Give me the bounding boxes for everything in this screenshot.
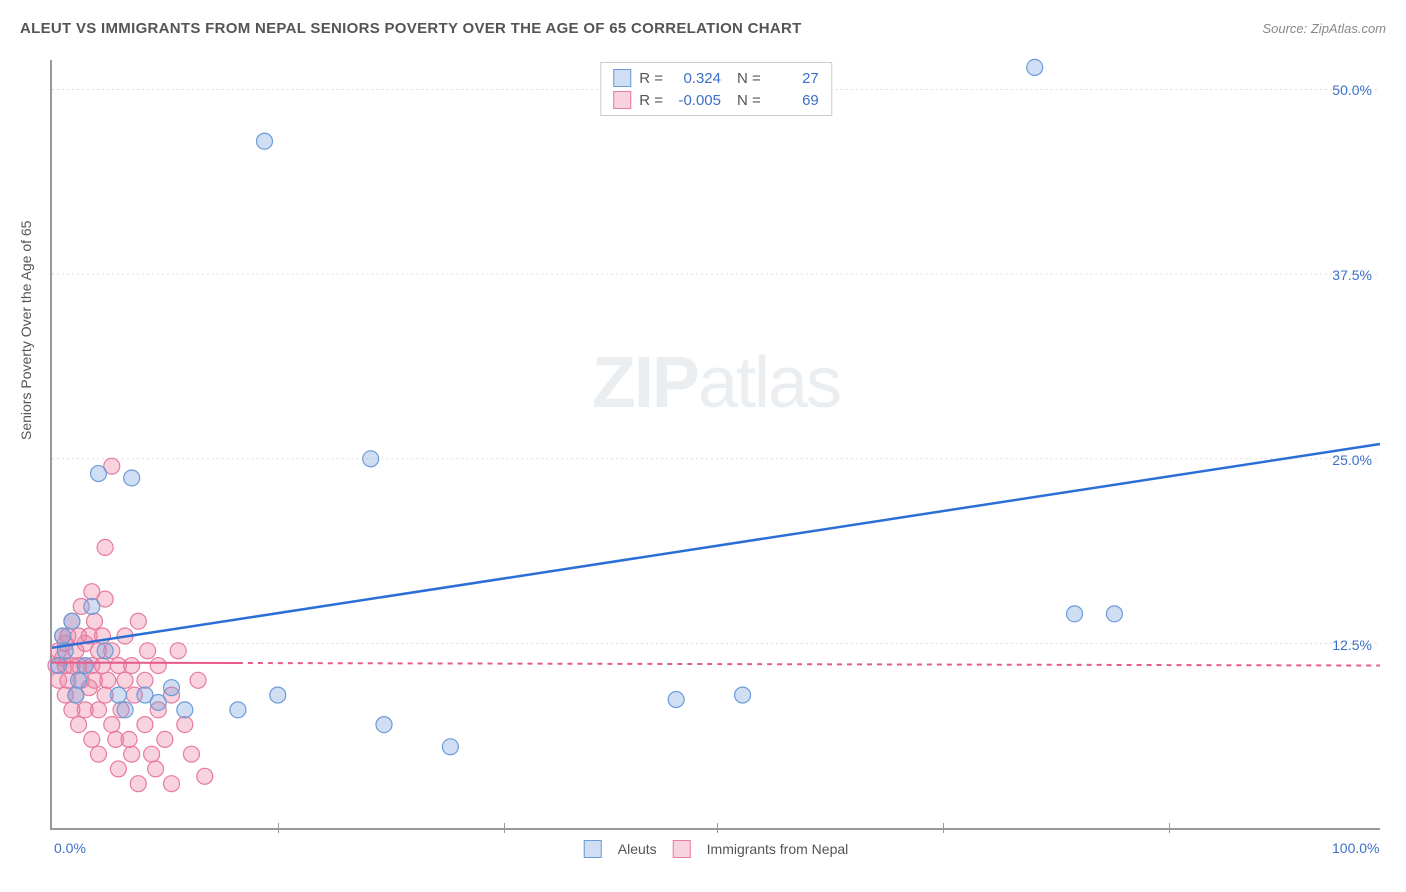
data-point (164, 680, 180, 696)
data-point (1106, 606, 1122, 622)
legend-label-nepal: Immigrants from Nepal (707, 841, 849, 857)
swatch-aleuts (613, 69, 631, 87)
swatch-nepal (613, 91, 631, 109)
y-axis-label: Seniors Poverty Over the Age of 65 (18, 221, 34, 440)
data-point (190, 672, 206, 688)
data-point (1067, 606, 1083, 622)
data-point (97, 643, 113, 659)
data-point (110, 687, 126, 703)
data-point (71, 717, 87, 733)
legend-swatch-aleuts (584, 840, 602, 858)
data-point (376, 717, 392, 733)
data-point (130, 776, 146, 792)
data-point (144, 746, 160, 762)
data-point (668, 692, 684, 708)
series-legend: Aleuts Immigrants from Nepal (584, 840, 849, 858)
data-point (51, 658, 67, 674)
data-point (177, 717, 193, 733)
regression-line-ext (238, 663, 1380, 666)
data-point (130, 613, 146, 629)
ytick-label: 50.0% (1332, 82, 1372, 98)
data-point (64, 613, 80, 629)
data-point (363, 451, 379, 467)
r-value-aleuts: 0.324 (671, 70, 721, 87)
data-point (110, 761, 126, 777)
data-point (124, 658, 140, 674)
data-point (94, 658, 110, 674)
xtick-label: 0.0% (54, 840, 86, 856)
stats-row-nepal: R = -0.005 N = 69 (613, 89, 819, 111)
data-point (124, 470, 140, 486)
legend-label-aleuts: Aleuts (618, 841, 657, 857)
data-point (77, 658, 93, 674)
data-point (183, 746, 199, 762)
data-point (124, 746, 140, 762)
data-point (104, 717, 120, 733)
data-point (71, 672, 87, 688)
data-point (140, 643, 156, 659)
n-value-aleuts: 27 (769, 70, 819, 87)
chart-title: ALEUT VS IMMIGRANTS FROM NEPAL SENIORS P… (20, 20, 802, 37)
data-point (164, 776, 180, 792)
data-point (90, 746, 106, 762)
data-point (157, 731, 173, 747)
data-point (121, 731, 137, 747)
plot-area: ZIPatlas R = 0.324 N = 27 R = -0.005 N =… (50, 60, 1380, 830)
legend-swatch-nepal (673, 840, 691, 858)
data-point (55, 628, 71, 644)
ytick-label: 12.5% (1332, 637, 1372, 653)
data-point (137, 717, 153, 733)
data-point (100, 672, 116, 688)
data-point (150, 658, 166, 674)
data-point (90, 466, 106, 482)
chart-svg (52, 60, 1380, 828)
regression-line (52, 444, 1380, 648)
data-point (177, 702, 193, 718)
data-point (735, 687, 751, 703)
data-point (442, 739, 458, 755)
xtick-label: 100.0% (1332, 840, 1379, 856)
data-point (84, 598, 100, 614)
data-point (230, 702, 246, 718)
stats-row-aleuts: R = 0.324 N = 27 (613, 67, 819, 89)
data-point (97, 539, 113, 555)
data-point (87, 613, 103, 629)
data-point (256, 133, 272, 149)
data-point (270, 687, 286, 703)
data-point (68, 687, 84, 703)
data-point (117, 702, 133, 718)
source-attribution: Source: ZipAtlas.com (1262, 21, 1386, 36)
data-point (84, 731, 100, 747)
data-point (137, 672, 153, 688)
data-point (197, 768, 213, 784)
data-point (117, 672, 133, 688)
n-value-nepal: 69 (769, 92, 819, 109)
data-point (170, 643, 186, 659)
data-point (90, 702, 106, 718)
data-point (1027, 59, 1043, 75)
ytick-label: 37.5% (1332, 267, 1372, 283)
r-value-nepal: -0.005 (671, 92, 721, 109)
data-point (150, 694, 166, 710)
ytick-label: 25.0% (1332, 452, 1372, 468)
stats-legend: R = 0.324 N = 27 R = -0.005 N = 69 (600, 62, 832, 116)
data-point (148, 761, 164, 777)
